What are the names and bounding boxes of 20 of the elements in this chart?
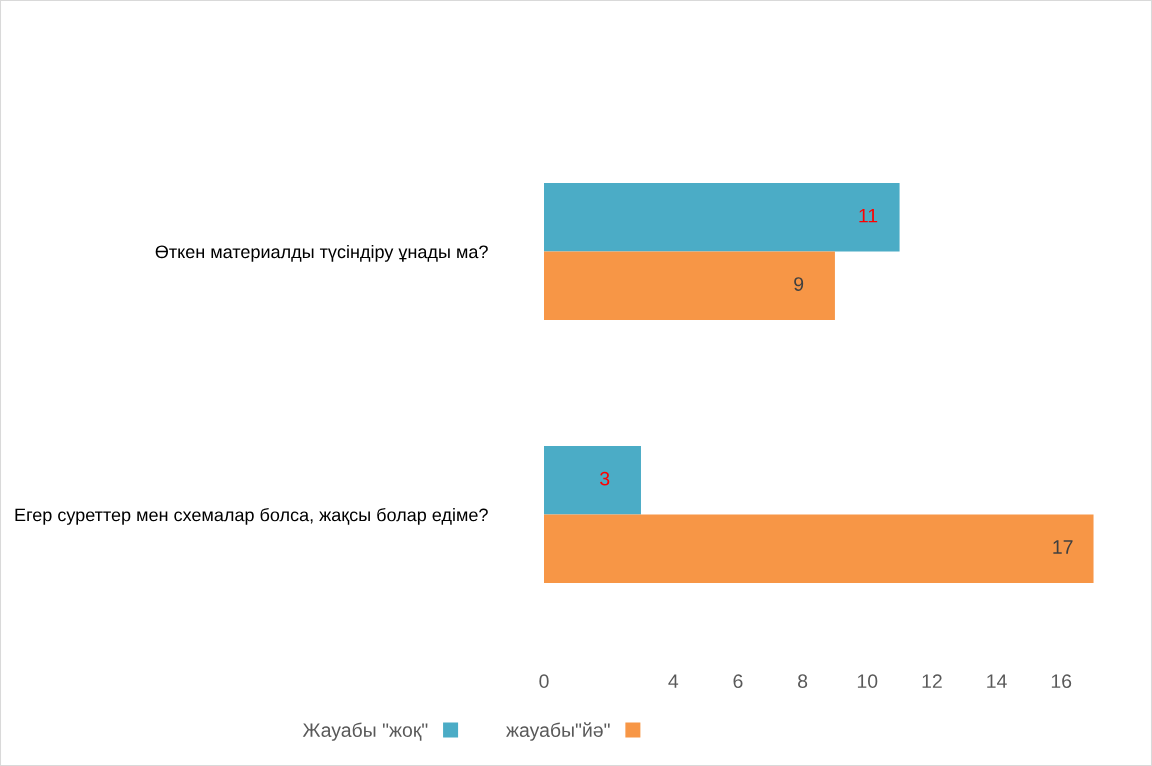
x-tick-label: 0 xyxy=(539,674,549,689)
y-tick-label: Өткен материалды түсіндіру ұнады ма? xyxy=(155,244,488,262)
x-tick-label: 4 xyxy=(668,674,679,688)
x-tick-label: 12 xyxy=(922,674,942,688)
legend-label: Жауабы "жоқ" xyxy=(302,722,428,741)
legend-label: жауабы"йә" xyxy=(506,722,610,741)
x-tick-label: 8 xyxy=(798,674,808,689)
x-tick-label: 10 xyxy=(857,674,878,689)
data-label: 3 xyxy=(600,471,610,486)
x-tick-label: 16 xyxy=(1051,674,1072,689)
data-label: 9 xyxy=(794,277,804,291)
data-label: 11 xyxy=(859,208,878,223)
data-label: 17 xyxy=(1053,540,1073,554)
x-tick-label: 14 xyxy=(987,674,1007,688)
bar xyxy=(544,514,1094,583)
y-tick-label: Егер суреттер мен схемалар болса, жақсы болар едіме? xyxy=(15,507,488,525)
x-tick-label: 6 xyxy=(733,674,743,689)
bar xyxy=(544,251,835,320)
bar xyxy=(544,446,641,515)
bar xyxy=(544,183,900,252)
